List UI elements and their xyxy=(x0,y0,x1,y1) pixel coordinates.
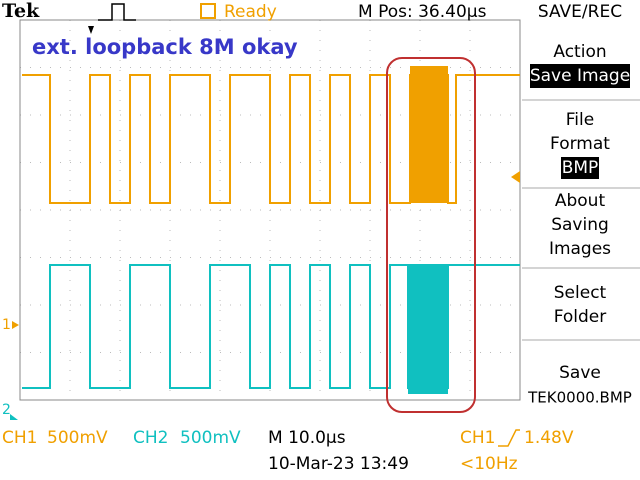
ch1-marker: 1 xyxy=(2,317,11,333)
menu-label[interactable]: Format xyxy=(550,134,610,154)
position: M Pos: 36.40µs xyxy=(358,2,487,22)
ch2-burst xyxy=(408,264,448,394)
trigger-level: 1.48V xyxy=(524,428,574,448)
menu-value[interactable]: BMP xyxy=(562,158,599,178)
menu-value-bg xyxy=(530,64,630,88)
status: Ready xyxy=(224,2,277,22)
annotation: ext. loopback 8M okay xyxy=(32,35,298,59)
status-icon xyxy=(200,3,216,19)
timebase: M 10.0µs xyxy=(268,428,346,448)
waveforms xyxy=(22,66,520,394)
menu-label[interactable]: Images xyxy=(549,239,611,259)
graticule-border xyxy=(19,19,521,401)
menu-label[interactable]: TEK0000.BMP xyxy=(527,389,632,407)
ch2-waveform xyxy=(22,264,520,389)
trigger-pos-marker xyxy=(88,26,94,34)
frequency: <10Hz xyxy=(460,454,518,474)
trigger-slope xyxy=(498,429,520,447)
menu-value[interactable]: Save Image xyxy=(530,66,630,86)
menu-label[interactable]: About xyxy=(555,191,606,211)
ch1-scale: 500mV xyxy=(47,428,108,448)
ch2-scale: 500mV xyxy=(180,428,241,448)
menu-label[interactable]: File xyxy=(566,110,594,130)
date: 10-Mar-23 13:49 xyxy=(268,454,409,474)
brand: Tek xyxy=(2,0,40,22)
side-menu: Action Save Image File Format BMP About … xyxy=(522,42,640,407)
ch1-waveform xyxy=(22,74,520,204)
menu-label[interactable]: Folder xyxy=(554,307,607,327)
ch1-label: CH1 xyxy=(2,428,37,448)
ch1-burst xyxy=(410,66,448,203)
menu-label[interactable]: Saving xyxy=(551,215,609,235)
menu-value-bg xyxy=(561,157,599,179)
trigger-level-marker xyxy=(511,171,520,183)
trigger-source: CH1 xyxy=(460,428,495,448)
menu-label[interactable]: Action xyxy=(553,42,606,62)
menu-title: SAVE/REC xyxy=(538,2,622,22)
ch2-label: CH2 xyxy=(133,428,168,448)
trigger-icon xyxy=(98,3,136,21)
ch2-marker: 2 xyxy=(2,402,11,418)
menu-label[interactable]: Save xyxy=(559,363,601,383)
highlight-box xyxy=(386,57,476,413)
menu-label[interactable]: Select xyxy=(554,283,607,303)
ch2-marker-arrow xyxy=(10,414,18,420)
ch1-marker-arrow xyxy=(12,321,19,329)
